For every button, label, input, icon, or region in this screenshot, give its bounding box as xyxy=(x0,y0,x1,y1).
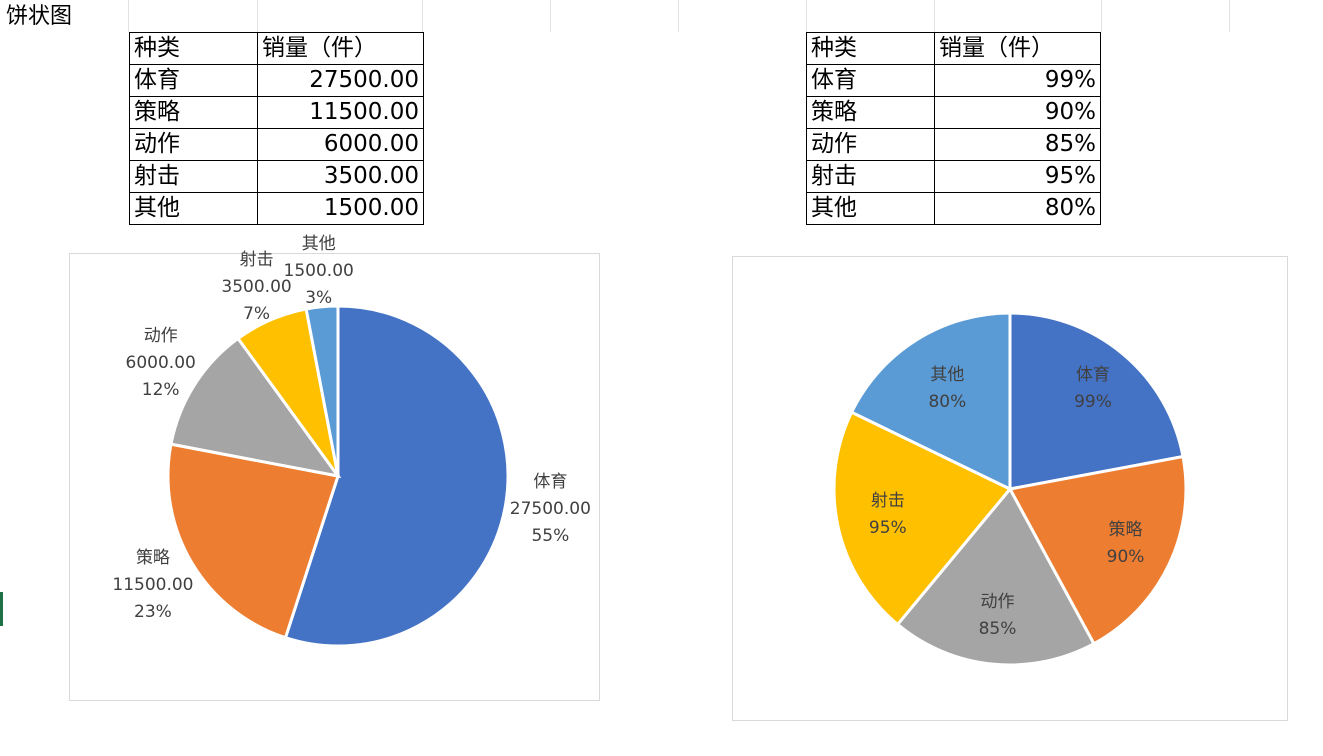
pie-svg xyxy=(166,304,510,648)
label-category: 其他 xyxy=(301,234,336,255)
cell-category[interactable]: 策略 xyxy=(806,96,935,129)
label-value: 95% xyxy=(868,518,907,539)
pie-slice-2[interactable] xyxy=(1007,454,1188,646)
label-value: 6000.00 xyxy=(125,352,196,373)
label-category: 策略 xyxy=(1108,520,1143,541)
table-row: 动作 85% xyxy=(806,128,1101,161)
cell-category[interactable]: 射击 xyxy=(806,160,935,193)
grid-line xyxy=(257,0,258,32)
label-value: 90% xyxy=(1106,547,1145,568)
cell-category[interactable]: 体育 xyxy=(806,64,935,97)
table-row: 动作 6000.00 xyxy=(129,128,424,161)
label-category: 其他 xyxy=(930,365,965,385)
label-percent: 23% xyxy=(134,601,172,622)
pie-slice-5[interactable] xyxy=(849,311,1012,492)
label-percent: 3% xyxy=(305,288,333,309)
table-header-row: 种类 销量（件） xyxy=(806,32,1101,65)
cell-value[interactable]: 95% xyxy=(934,160,1101,193)
table-row: 其他 1500.00 xyxy=(129,192,424,225)
label-category: 动作 xyxy=(143,325,178,346)
sheet-title: 饼状图 xyxy=(6,4,73,29)
table-row: 射击 3500.00 xyxy=(129,160,424,193)
header-sales[interactable]: 销量（件） xyxy=(934,32,1101,65)
label-category: 射击 xyxy=(870,491,905,512)
grid-line xyxy=(806,0,807,32)
cell-value[interactable]: 27500.00 xyxy=(257,64,424,97)
row-indicator xyxy=(0,592,3,626)
label-category: 射击 xyxy=(239,250,274,271)
label-category: 策略 xyxy=(135,547,170,568)
table-header-row: 种类 销量（件） xyxy=(129,32,424,65)
cell-category[interactable]: 射击 xyxy=(129,160,258,193)
label-percent: 12% xyxy=(141,379,180,400)
grid-line xyxy=(934,0,935,32)
label-percent: 7% xyxy=(243,304,271,325)
header-sales[interactable]: 销量（件） xyxy=(257,32,424,65)
data-label: 射击 3500.00 7% xyxy=(221,247,291,328)
sales-table: 种类 销量（件） 体育 27500.00 策略 11500.00 动作 6000… xyxy=(129,32,424,225)
grid-line xyxy=(422,0,423,32)
table-row: 体育 27500.00 xyxy=(129,64,424,97)
data-label: 体育 27500.00 55% xyxy=(510,469,591,550)
label-percent: 55% xyxy=(531,526,570,547)
table-row: 其他 80% xyxy=(806,192,1101,225)
grid-line xyxy=(1101,0,1102,32)
label-value: 80% xyxy=(928,392,967,412)
data-label: 其他 80% xyxy=(928,362,966,416)
cell-category[interactable]: 其他 xyxy=(129,192,258,225)
label-category: 体育 xyxy=(533,472,568,493)
cell-category[interactable]: 动作 xyxy=(806,128,935,161)
pie-slice-3[interactable] xyxy=(895,486,1096,667)
label-value: 27500.00 xyxy=(509,499,591,520)
cell-category[interactable]: 其他 xyxy=(806,192,935,225)
cell-value[interactable]: 85% xyxy=(934,128,1101,161)
grid-line xyxy=(550,0,551,32)
pie-slice-3[interactable] xyxy=(169,336,342,479)
cell-category[interactable]: 动作 xyxy=(129,128,258,161)
header-category[interactable]: 种类 xyxy=(129,32,258,65)
table-row: 策略 11500.00 xyxy=(129,96,424,129)
data-label: 其他 1500.00 3% xyxy=(284,231,354,312)
label-value: 3500.00 xyxy=(221,277,292,298)
sales-pie-chart[interactable]: 体育 27500.00 55% 策略 11500.00 23% 动作 6000.00 12% 射击… xyxy=(69,234,600,701)
label-value: 85% xyxy=(978,619,1017,640)
data-label: 射击 95% xyxy=(869,488,907,542)
rating-pie-chart[interactable]: 体育 99% 策略 90% 动作 85% 射击 95% 其他 80% xyxy=(732,256,1288,721)
label-category: 体育 xyxy=(1076,364,1111,385)
cell-value[interactable]: 99% xyxy=(934,64,1101,97)
pie-slice-5[interactable] xyxy=(304,304,340,477)
data-label: 动作 6000.00 12% xyxy=(126,323,196,404)
cell-category[interactable]: 策略 xyxy=(129,96,258,129)
data-label: 策略 90% xyxy=(1107,517,1145,571)
cell-value[interactable]: 11500.00 xyxy=(257,96,424,129)
label-value: 11500.00 xyxy=(112,574,194,595)
pie-slice-4[interactable] xyxy=(832,410,1013,627)
pie-svg xyxy=(832,311,1188,667)
grid-line xyxy=(1229,0,1230,32)
data-label: 体育 99% xyxy=(1074,362,1112,416)
pie-slice-1[interactable] xyxy=(283,304,510,648)
grid-line xyxy=(128,0,129,32)
label-value: 1500.00 xyxy=(283,261,354,282)
table-row: 射击 95% xyxy=(806,160,1101,193)
header-category[interactable]: 种类 xyxy=(806,32,935,65)
cell-value[interactable]: 1500.00 xyxy=(257,192,424,225)
label-value: 99% xyxy=(1074,391,1112,412)
pie-slice-2[interactable] xyxy=(166,442,340,640)
cell-category[interactable]: 体育 xyxy=(129,64,258,97)
cell-value[interactable]: 80% xyxy=(934,192,1101,225)
label-category: 动作 xyxy=(980,592,1015,613)
rating-table: 种类 销量（件） 体育 99% 策略 90% 动作 85% 射击 95% 其他 … xyxy=(806,32,1101,225)
data-label: 策略 11500.00 23% xyxy=(112,545,193,626)
table-row: 体育 99% xyxy=(806,64,1101,97)
pie-slice-1[interactable] xyxy=(1008,311,1185,491)
cell-value[interactable]: 6000.00 xyxy=(257,128,424,161)
grid-line xyxy=(678,0,679,32)
data-label: 动作 85% xyxy=(979,589,1017,643)
cell-value[interactable]: 3500.00 xyxy=(257,160,424,193)
cell-value[interactable]: 90% xyxy=(934,96,1101,129)
table-row: 策略 90% xyxy=(806,96,1101,129)
